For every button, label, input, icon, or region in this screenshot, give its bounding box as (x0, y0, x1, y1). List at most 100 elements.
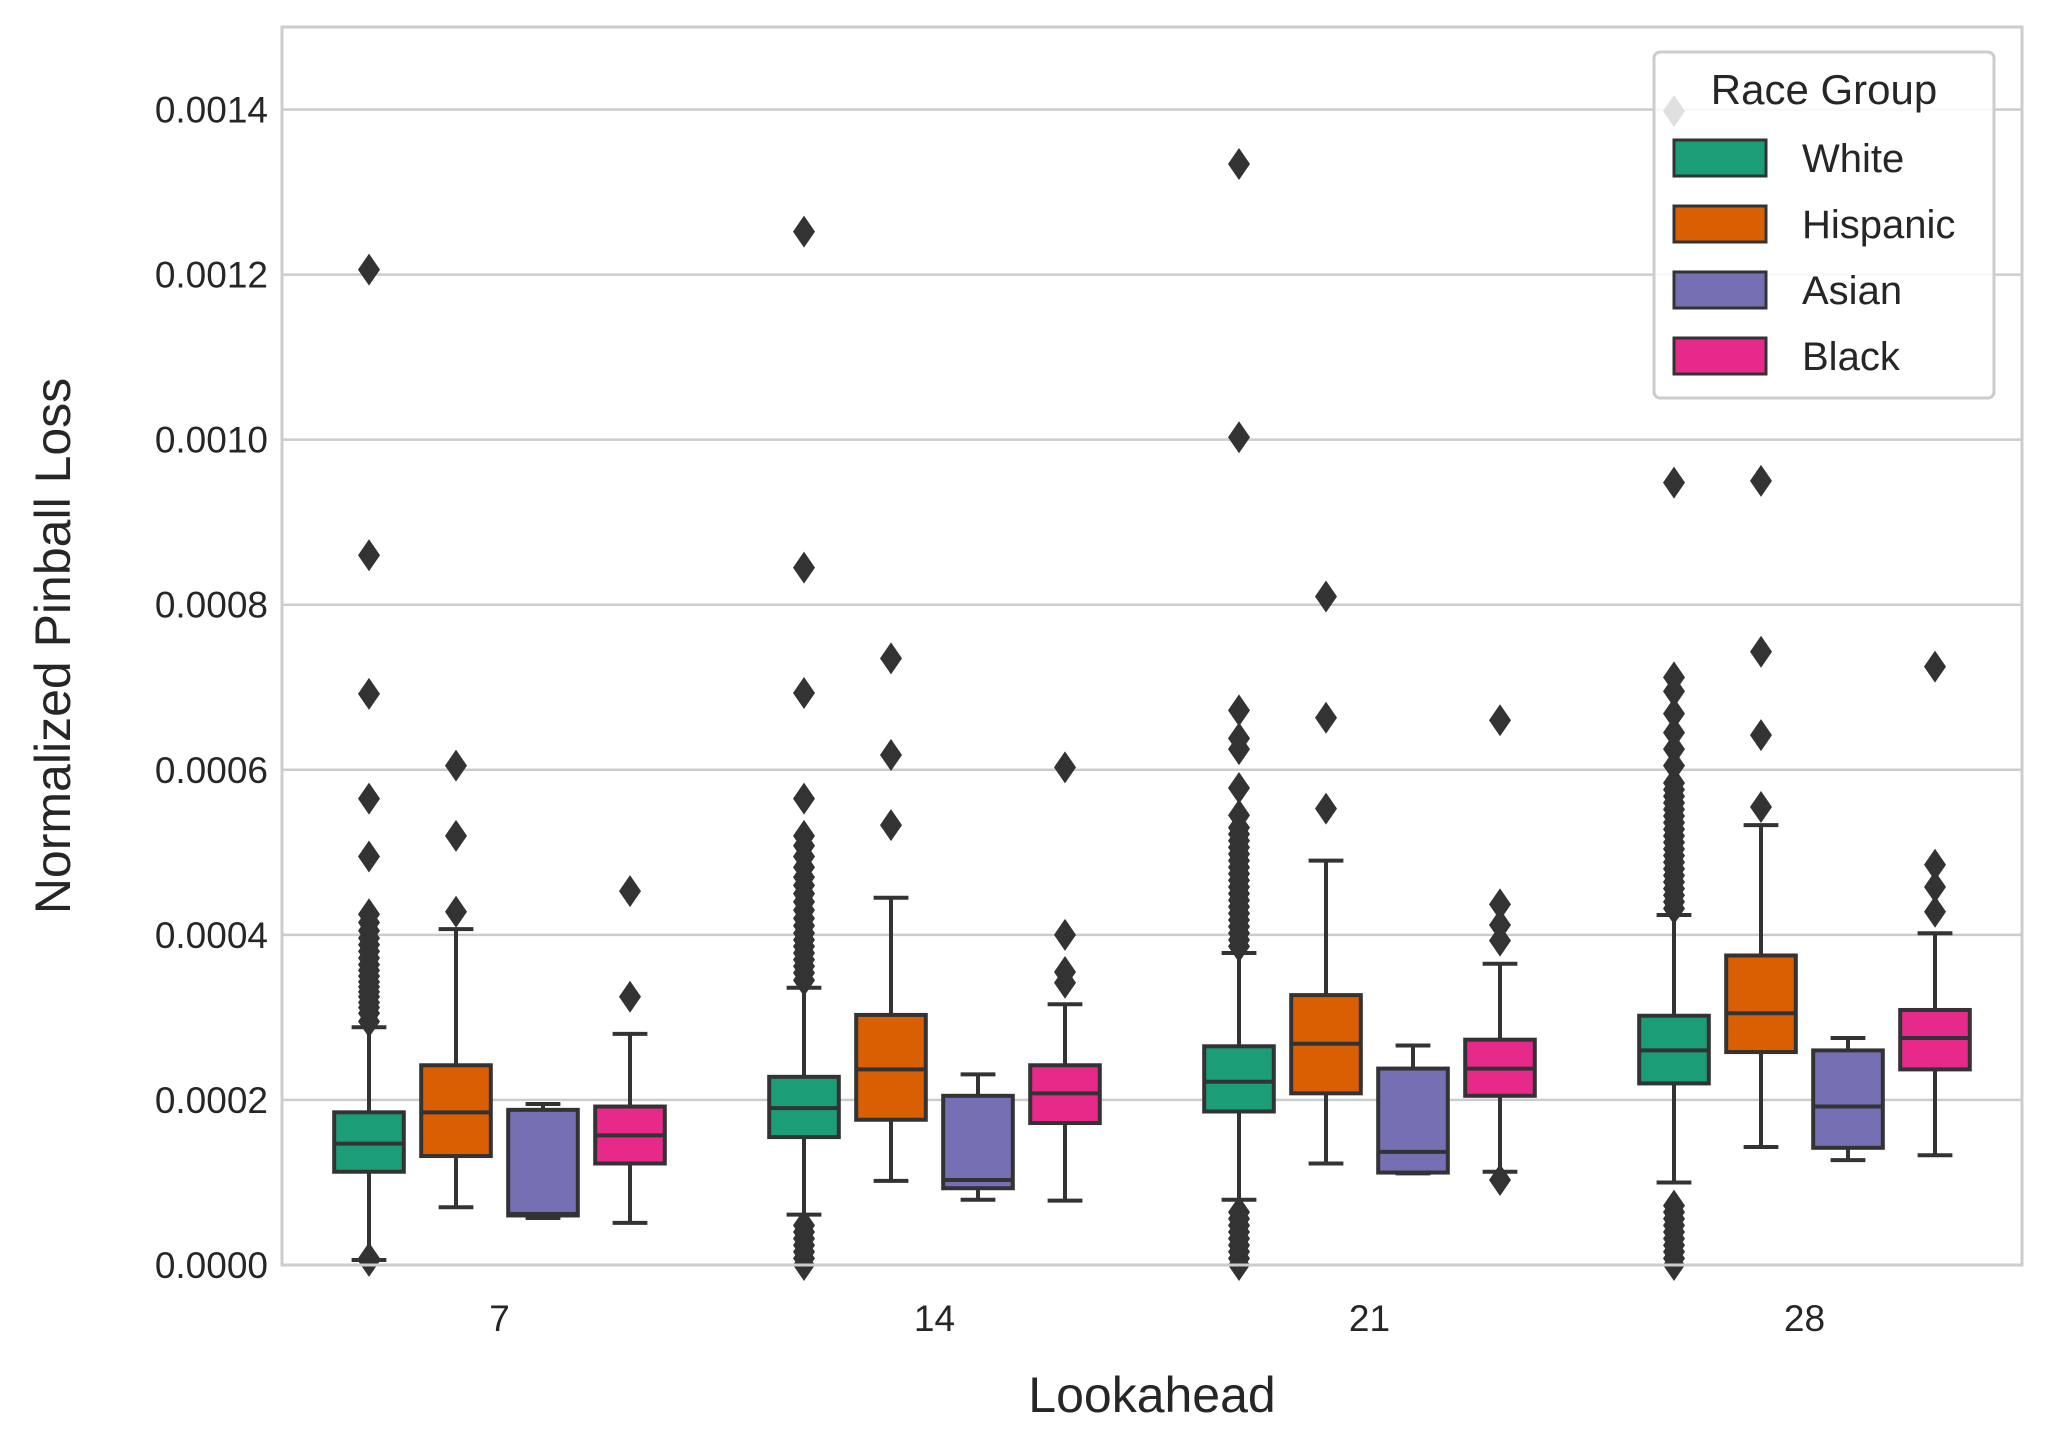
outlier-point (1750, 719, 1772, 752)
x-tick-label: 28 (1784, 1298, 1825, 1339)
outlier-point (1315, 701, 1337, 734)
box-iqr (1724, 953, 1798, 1055)
outlier-point (1750, 790, 1772, 823)
outlier-point (793, 677, 815, 710)
outlier-point (1663, 1189, 1685, 1222)
box-black-28 (1898, 650, 1972, 1158)
legend-swatch-asian (1672, 270, 1768, 310)
outlier-point (1054, 918, 1076, 951)
x-tick-label: 21 (1349, 1298, 1390, 1339)
legend-label-hispanic: Hispanic (1802, 203, 1955, 247)
outlier-point (1228, 694, 1250, 727)
outlier-point (1054, 956, 1076, 989)
boxes-layer (332, 95, 1972, 1281)
box-white-28 (1637, 95, 1711, 1281)
box-iqr (854, 1012, 928, 1122)
outlier-point (1663, 661, 1685, 694)
legend: Race Group White Hispanic Asian Black (1652, 50, 1996, 400)
legend-swatch-hispanic (1672, 204, 1768, 244)
box-white-7 (332, 253, 406, 1277)
box-hispanic-28 (1724, 464, 1798, 1149)
outlier-point (358, 782, 380, 815)
outlier-point (1750, 635, 1772, 668)
box-black-7 (593, 875, 667, 1225)
outlier-point (1489, 888, 1511, 921)
y-tick-label: 0.0006 (155, 750, 268, 791)
y-tick-label: 0.0012 (155, 255, 268, 296)
outlier-point (1054, 751, 1076, 784)
box-asian-28 (1811, 1036, 1885, 1163)
outlier-point (1663, 697, 1685, 730)
outlier-point (358, 898, 380, 931)
outlier-point (1924, 650, 1946, 683)
box-hispanic-7 (419, 749, 493, 1210)
box-iqr (1376, 1066, 1450, 1175)
outlier-point (1315, 792, 1337, 825)
outlier-point (1228, 799, 1250, 832)
outlier-point (1228, 722, 1250, 755)
box-iqr (1202, 1044, 1276, 1114)
box-iqr (941, 1093, 1015, 1191)
outlier-point (1663, 716, 1685, 749)
outlier-point (358, 840, 380, 873)
outlier-point (619, 875, 641, 908)
box-iqr (506, 1107, 580, 1218)
plot-frame (280, 25, 2024, 1267)
outlier-point (1924, 848, 1946, 881)
legend-title: Race Group (1711, 66, 1937, 113)
outlier-point (793, 215, 815, 248)
outlier-point (445, 895, 467, 928)
outlier-point (793, 819, 815, 852)
outlier-point (1315, 580, 1337, 613)
outlier-point (1228, 771, 1250, 804)
box-iqr (1811, 1048, 1885, 1150)
outlier-point (358, 677, 380, 710)
outlier-point (445, 819, 467, 852)
box-hispanic-21 (1289, 580, 1363, 1166)
outlier-point (1924, 870, 1946, 903)
outlier-point (1663, 733, 1685, 766)
outlier-point (793, 1209, 815, 1242)
y-axis-title: Normalized Pinball Loss (25, 378, 81, 914)
outlier-point (880, 642, 902, 675)
legend-label-black: Black (1802, 335, 1901, 379)
y-tick-label: 0.0004 (155, 915, 268, 956)
outlier-point (880, 809, 902, 842)
outlier-point (1489, 704, 1511, 737)
x-axis-title: Lookahead (1028, 1367, 1275, 1423)
outlier-point (1228, 1196, 1250, 1229)
tick-labels: 0.0000 0.0002 0.0004 0.0006 0.0008 0.0010 0.00… (155, 90, 1825, 1339)
outlier-point (1663, 749, 1685, 782)
y-tick-label: 0.0002 (155, 1080, 268, 1121)
outlier-point (1228, 421, 1250, 454)
box-black-21 (1463, 704, 1537, 1196)
outlier-point (358, 539, 380, 572)
box-white-21 (1202, 148, 1276, 1281)
outlier-point (1489, 908, 1511, 941)
x-tick-label: 14 (914, 1298, 955, 1339)
y-tick-label: 0.0010 (155, 420, 268, 461)
plot-border (280, 25, 2024, 1267)
outlier-point (1663, 767, 1685, 800)
outlier-point (358, 253, 380, 286)
y-tick-label: 0.0008 (155, 585, 268, 626)
legend-label-white: White (1802, 137, 1904, 181)
box-asian-14 (941, 1072, 1015, 1202)
outlier-point (1663, 466, 1685, 499)
outlier-point (1924, 895, 1946, 928)
y-tick-label: 0.0000 (155, 1245, 268, 1286)
box-hispanic-14 (854, 642, 928, 1183)
y-tick-label: 0.0014 (155, 90, 268, 131)
x-tick-label: 7 (489, 1298, 510, 1339)
legend-swatch-black (1672, 336, 1768, 376)
box-asian-21 (1376, 1043, 1450, 1176)
box-black-14 (1028, 751, 1102, 1203)
outlier-point (793, 782, 815, 815)
outlier-point (445, 749, 467, 782)
outlier-point (880, 738, 902, 771)
legend-swatch-white (1672, 138, 1768, 178)
legend-label-asian: Asian (1802, 269, 1902, 313)
outlier-point (1228, 148, 1250, 181)
